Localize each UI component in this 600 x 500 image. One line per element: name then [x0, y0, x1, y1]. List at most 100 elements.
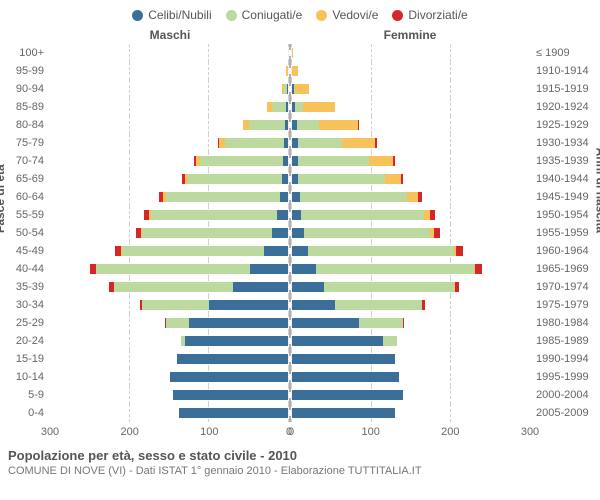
bar-stack	[291, 407, 530, 420]
bar-stack	[50, 83, 289, 96]
bar-stack	[50, 65, 289, 78]
segment-single	[189, 318, 288, 329]
segment-single	[284, 138, 288, 149]
bar-stack	[50, 335, 289, 348]
birth-label: ≤ 1909	[530, 47, 592, 59]
segment-single	[292, 228, 304, 239]
birth-label: 1960-1964	[530, 245, 592, 257]
legend-swatch	[226, 10, 237, 21]
male-half	[50, 170, 289, 188]
bar-stack	[50, 299, 289, 312]
male-half	[50, 386, 289, 404]
male-half	[50, 80, 289, 98]
age-row: 25-291980-1984	[8, 314, 592, 332]
birth-label: 1910-1914	[530, 65, 592, 77]
age-row: 55-591950-1954	[8, 206, 592, 224]
bar-stack	[291, 119, 530, 132]
birth-label: 2000-2004	[530, 389, 592, 401]
segment-married	[298, 138, 341, 149]
age-row: 0-42005-2009	[8, 404, 592, 422]
female-half	[291, 224, 530, 242]
bar-stack	[291, 209, 530, 222]
bar-stack	[50, 137, 289, 150]
x-tick: 300	[41, 426, 59, 438]
segment-single	[292, 372, 399, 383]
legend: Celibi/NubiliConiugati/eVedovi/eDivorzia…	[8, 8, 592, 22]
male-half	[50, 152, 289, 170]
male-half	[50, 242, 289, 260]
age-row: 60-641945-1949	[8, 188, 592, 206]
segment-single	[250, 264, 288, 275]
legend-item: Coniugati/e	[226, 8, 303, 22]
segment-divorced	[418, 192, 422, 203]
female-half	[291, 80, 530, 98]
segment-married	[200, 156, 283, 167]
male-half	[50, 188, 289, 206]
bar-stack	[291, 191, 530, 204]
birth-label: 1915-1919	[530, 83, 592, 95]
birth-label: 1955-1959	[530, 227, 592, 239]
legend-label: Coniugati/e	[242, 8, 303, 22]
legend-item: Vedovi/e	[316, 8, 378, 22]
male-half	[50, 332, 289, 350]
bar-stack	[291, 317, 530, 330]
segment-single	[292, 192, 300, 203]
segment-single	[292, 318, 359, 329]
age-row: 90-941915-1919	[8, 80, 592, 98]
segment-single	[283, 156, 288, 167]
segment-married	[225, 138, 284, 149]
chart-subtitle: COMUNE DI NOVE (VI) - Dati ISTAT 1° genn…	[8, 465, 592, 477]
segment-single	[233, 282, 288, 293]
male-half	[50, 350, 289, 368]
birth-label: 1970-1974	[530, 281, 592, 293]
age-label: 60-64	[8, 191, 50, 203]
birth-label: 1950-1954	[530, 209, 592, 221]
male-half	[50, 44, 289, 62]
bar-stack	[50, 101, 289, 114]
bar-stack	[50, 155, 289, 168]
segment-widowed	[319, 120, 358, 131]
female-half	[291, 44, 530, 62]
chart-title: Popolazione per età, sesso e stato civil…	[8, 448, 592, 463]
age-row: 5-92000-2004	[8, 386, 592, 404]
bar-stack	[291, 47, 530, 60]
bar-stack	[50, 119, 289, 132]
bar-stack	[291, 173, 530, 186]
segment-married	[308, 246, 454, 257]
segment-single	[287, 84, 288, 95]
age-row: 50-541955-1959	[8, 224, 592, 242]
female-half	[291, 62, 530, 80]
bar-stack	[291, 227, 530, 240]
birth-label: 1980-1984	[530, 317, 592, 329]
chart-rows: 100+≤ 190995-991910-191490-941915-191985…	[8, 44, 592, 422]
bar-stack	[291, 281, 530, 294]
segment-married	[151, 210, 277, 221]
legend-swatch	[132, 10, 143, 21]
segment-divorced	[430, 210, 435, 221]
segment-widowed	[292, 48, 293, 59]
header-female: Femmine	[290, 28, 530, 42]
segment-widowed	[286, 66, 288, 77]
segment-married	[359, 318, 402, 329]
segment-married	[142, 300, 209, 311]
female-half	[291, 278, 530, 296]
segment-married	[142, 228, 272, 239]
segment-divorced	[403, 318, 404, 329]
male-half	[50, 368, 289, 386]
segment-single	[264, 246, 288, 257]
age-row: 70-741935-1939	[8, 152, 592, 170]
age-row: 10-141995-1999	[8, 368, 592, 386]
x-tick: 200	[120, 426, 138, 438]
segment-married	[166, 318, 190, 329]
legend-item: Divorziati/e	[392, 8, 467, 22]
segment-married	[249, 120, 285, 131]
birth-label: 1930-1934	[530, 137, 592, 149]
segment-single	[185, 336, 288, 347]
x-tick: 300	[521, 426, 539, 438]
bar-stack	[291, 137, 530, 150]
age-label: 85-89	[8, 101, 50, 113]
bar-stack	[50, 407, 289, 420]
male-half	[50, 404, 289, 422]
bar-stack	[291, 155, 530, 168]
segment-widowed	[369, 156, 393, 167]
